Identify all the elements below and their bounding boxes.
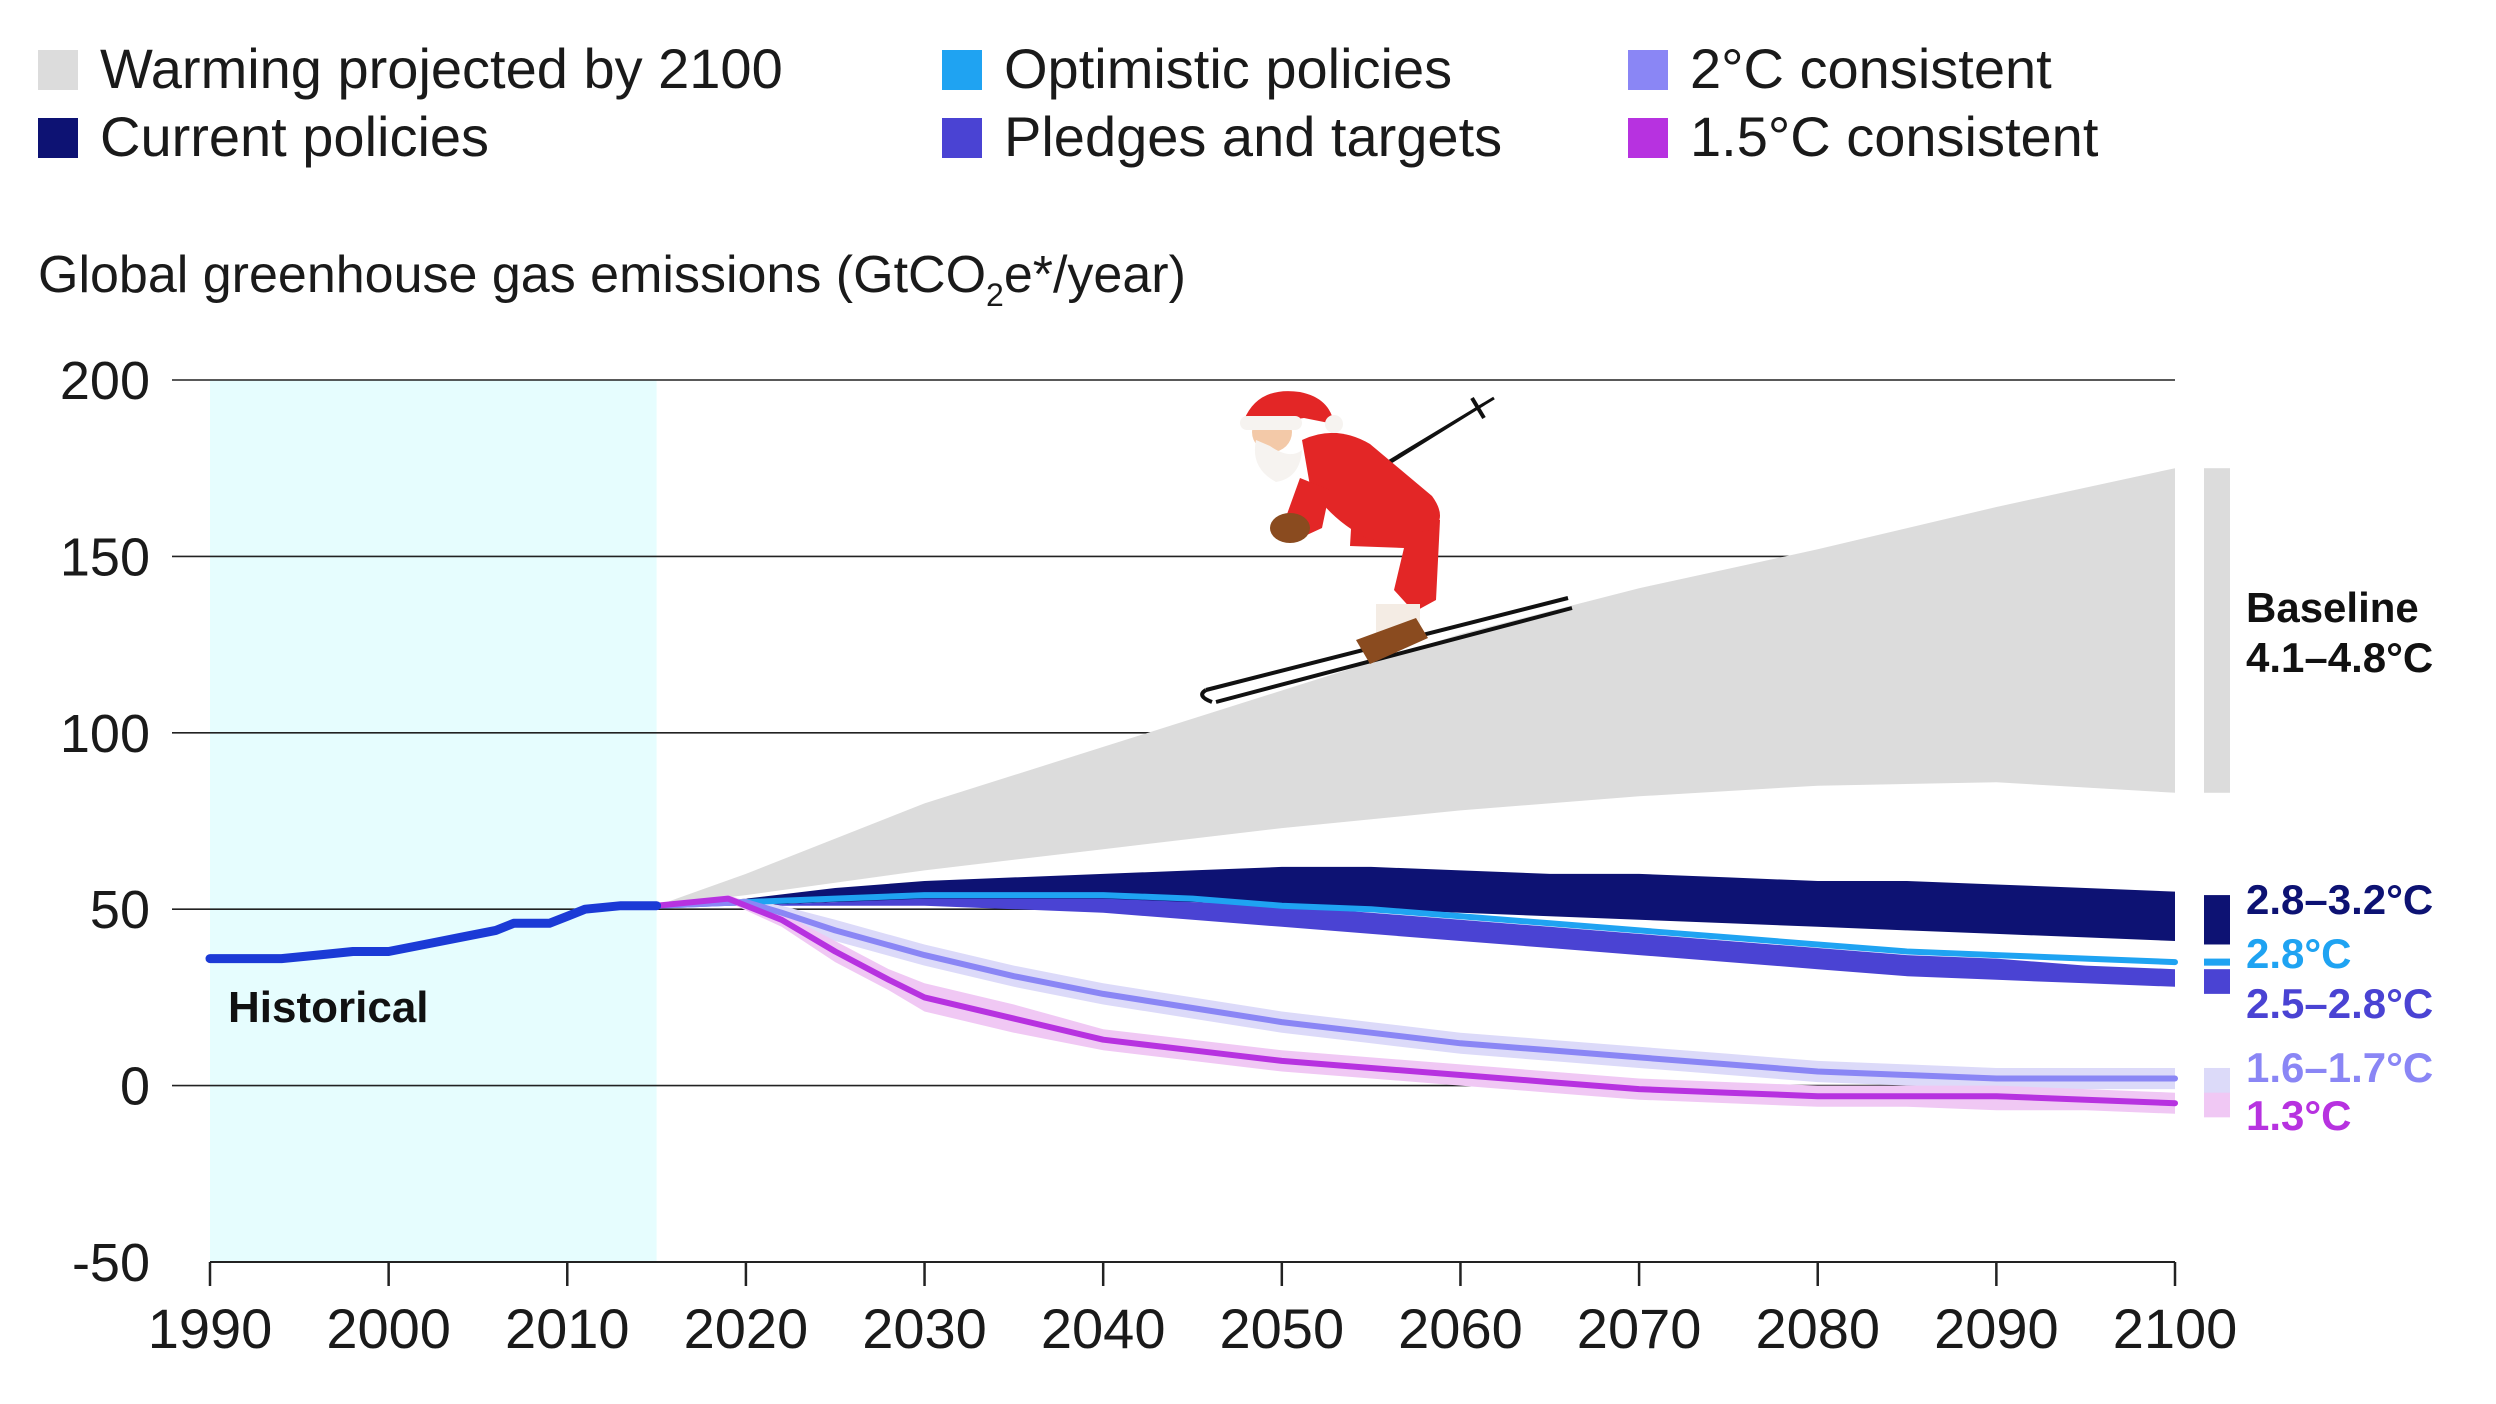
legend-entry: 1.5°C consistent (1690, 105, 2099, 168)
historical-line (205, 901, 662, 964)
legend-swatch (1628, 118, 1668, 158)
pledges-and-targets-warming-label: 2.5–2.8°C (2246, 980, 2433, 1027)
optimistic-policies-range-bar (2204, 958, 2230, 966)
x-tick-label: 2080 (1755, 1297, 1880, 1360)
x-tick-label: 1990 (148, 1297, 273, 1360)
x-tick-label: 2100 (2113, 1297, 2238, 1360)
optimistic-policies-line (653, 892, 2178, 966)
legend-swatch (1628, 50, 1668, 90)
historical-label: Historical (228, 983, 429, 1032)
current-policies-band (656, 866, 2175, 941)
1-5-c-consistent-line (653, 895, 2178, 1107)
x-tick-label: 2040 (1041, 1297, 1166, 1360)
legend-swatch (38, 118, 78, 158)
2-c-consistent-warming-label: 1.6–1.7°C (2246, 1044, 2433, 1091)
current-policies-warming-label: 2.8–3.2°C (2246, 876, 2433, 923)
baseline-range-bar (2204, 468, 2230, 793)
x-tick-label: 2050 (1220, 1297, 1345, 1360)
2-c-consistent-range-bar (2204, 1067, 2230, 1097)
2-c-consistent-line (653, 899, 2178, 1082)
legend-entry: 2°C consistent (1690, 37, 2052, 100)
y-tick-label: 0 (120, 1057, 150, 1117)
pledges-and-targets-band (656, 898, 2175, 987)
x-tick-label: 2060 (1398, 1297, 1523, 1360)
y-tick-label: -50 (72, 1233, 150, 1293)
1-5-c-consistent-range-bar (2204, 1092, 2230, 1118)
baseline-band (656, 468, 2175, 906)
baseline-label: Baseline (2246, 584, 2419, 631)
pledges-and-targets-range-bar (2204, 969, 2230, 994)
x-tick-label: 2000 (326, 1297, 451, 1360)
y-tick-label: 100 (60, 704, 150, 764)
legend-entry: Current policies (100, 105, 489, 168)
legend-entry: Warming projected by 2100 (100, 37, 783, 100)
legend-swatch (38, 50, 78, 90)
x-tick-label: 2030 (862, 1297, 987, 1360)
y-tick-label: 200 (60, 351, 150, 411)
x-tick-label: 2020 (684, 1297, 809, 1360)
legend-entry: Pledges and targets (1004, 105, 1502, 168)
x-tick-label: 2010 (505, 1297, 630, 1360)
santa-skier-illustration (1200, 391, 1573, 704)
current-policies-range-bar (2204, 895, 2230, 945)
2-c-consistent-band (656, 898, 2175, 1090)
y-tick-label: 50 (90, 880, 150, 940)
legend-swatch (942, 50, 982, 90)
legend-swatch (942, 118, 982, 158)
x-tick-label: 2090 (1934, 1297, 2059, 1360)
x-tick-label: 2070 (1577, 1297, 1702, 1360)
1-5-c-consistent-warming-label: 1.3°C (2246, 1092, 2352, 1139)
historical-shading (210, 380, 657, 1262)
plot-area: -50 0 50 100 150 200 1990 2000 2010 2020 2030 2040 2… (60, 351, 2433, 1360)
y-tick-label: 150 (60, 527, 150, 587)
y-axis-title: Global greenhouse gas emissions (GtCO2e*… (38, 246, 1186, 313)
baseline-range-label: 4.1–4.8°C (2246, 634, 2433, 681)
optimistic-policies-warming-label: 2.8°C (2246, 930, 2352, 977)
legend-entry: Optimistic policies (1004, 37, 1452, 100)
